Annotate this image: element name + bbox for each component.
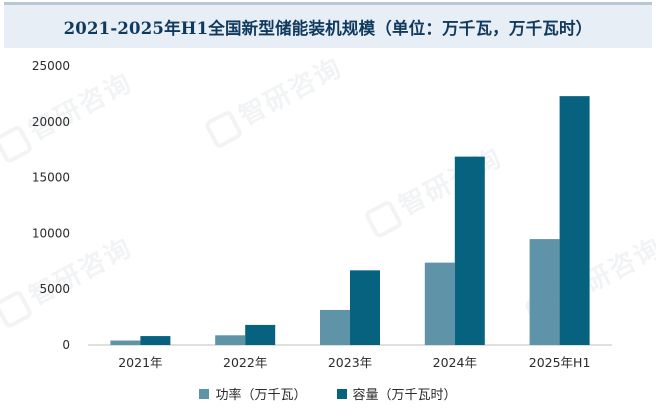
bars <box>110 96 590 345</box>
bar-capacity <box>454 156 485 345</box>
x-tick-label: 2023年 <box>328 355 372 370</box>
bar-power <box>215 335 246 345</box>
y-tick-label: 0 <box>62 338 70 352</box>
x-axis: 2021年 2022年 2023年 2024年 2025年H1 <box>118 355 590 370</box>
chart-title-bar: 2021-2025年H1全国新型储能装机规模（单位：万千瓦，万千瓦时） <box>4 2 652 48</box>
bar-capacity <box>140 336 171 345</box>
y-tick-label: 20000 <box>32 115 70 129</box>
bar-power <box>529 239 560 345</box>
bar-power <box>320 309 350 345</box>
y-tick-label: 10000 <box>32 226 70 240</box>
legend: 功率（万千瓦） 容量（万千瓦时） <box>0 384 656 403</box>
bar-capacity <box>350 270 380 345</box>
legend-label-power: 功率（万千瓦） <box>215 388 307 403</box>
x-tick-label: 2022年 <box>223 355 267 370</box>
legend-label-capacity: 容量（万千瓦时） <box>352 388 457 403</box>
x-tick-label: 2021年 <box>118 355 162 370</box>
bar-power <box>110 340 141 345</box>
x-tick-label: 2025年H1 <box>529 355 591 370</box>
bar-capacity <box>559 96 590 345</box>
chart-title: 2021-2025年H1全国新型储能装机规模（单位：万千瓦，万千瓦时） <box>63 18 593 38</box>
legend-item-capacity: 容量（万千瓦时） <box>336 384 457 403</box>
y-axis: 0 5000 10000 15000 20000 25000 <box>32 59 70 352</box>
y-tick-label: 5000 <box>39 282 70 296</box>
bar-capacity <box>245 324 276 345</box>
bar-power <box>424 262 455 345</box>
x-tick-label: 2024年 <box>433 355 477 370</box>
legend-swatch-capacity <box>336 388 347 399</box>
y-tick-label: 15000 <box>32 171 70 185</box>
legend-swatch-power <box>199 388 210 399</box>
y-tick-label: 25000 <box>32 59 70 73</box>
legend-item-power: 功率（万千瓦） <box>199 384 307 403</box>
